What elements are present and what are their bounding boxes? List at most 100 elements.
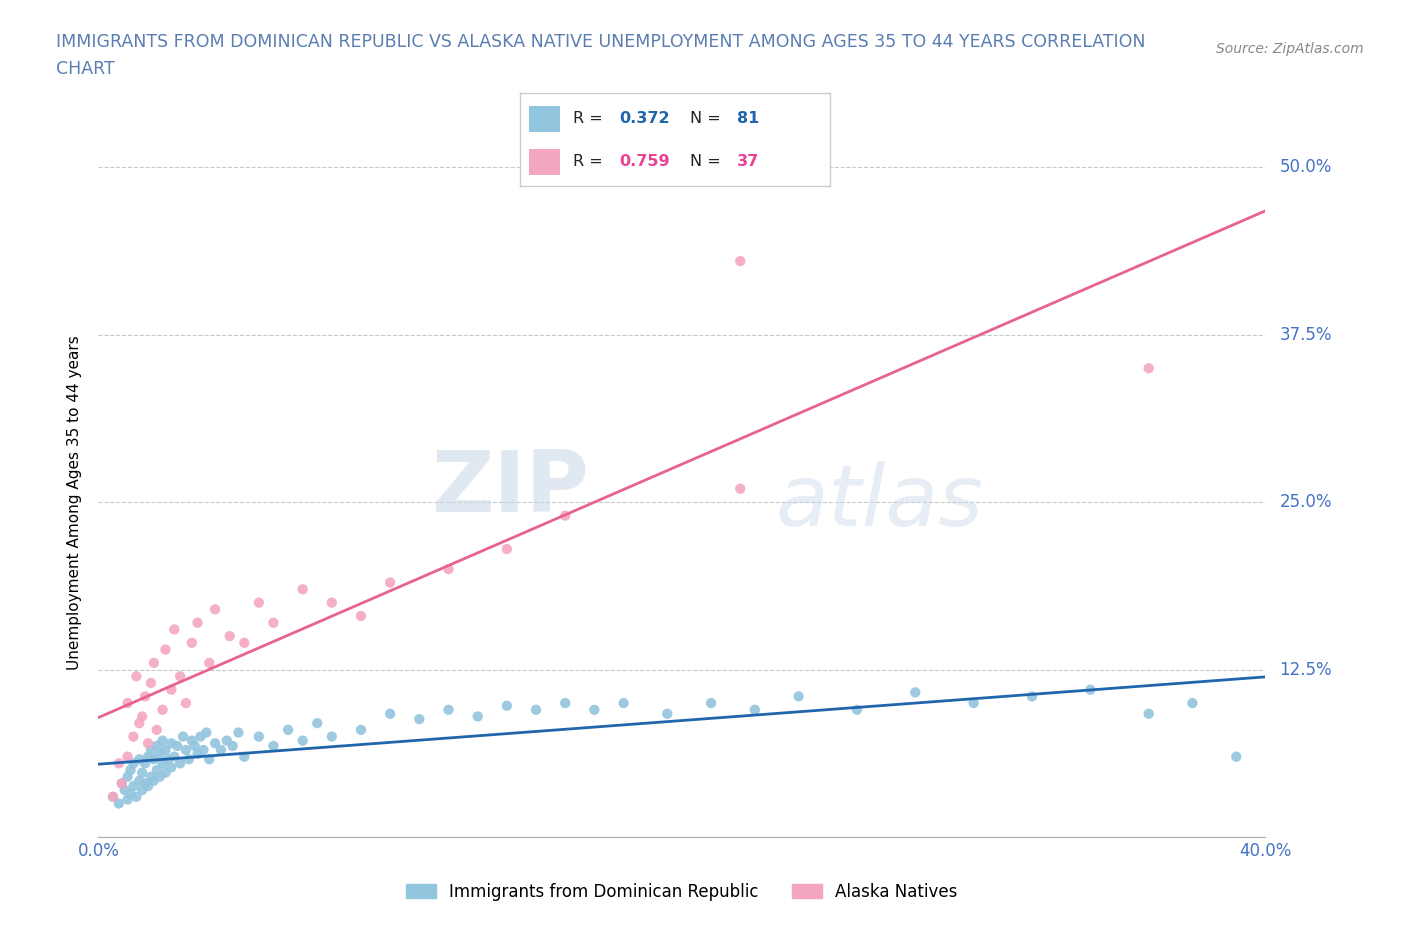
- Point: [117, 792, 139, 807]
- Point: [198, 751, 221, 766]
- Point: [787, 689, 810, 704]
- Point: [204, 602, 226, 617]
- Point: [209, 742, 232, 757]
- Text: Source: ZipAtlas.com: Source: ZipAtlas.com: [1216, 42, 1364, 56]
- Point: [149, 769, 172, 784]
- Point: [134, 776, 156, 790]
- Point: [136, 750, 159, 764]
- Text: 0.372: 0.372: [619, 111, 669, 126]
- Point: [120, 787, 142, 802]
- Point: [198, 656, 221, 671]
- Point: [128, 774, 150, 789]
- Point: [1181, 696, 1204, 711]
- Point: [193, 742, 215, 757]
- Point: [155, 642, 177, 657]
- Point: [117, 769, 139, 784]
- Point: [180, 733, 202, 748]
- Point: [744, 702, 766, 717]
- Point: [166, 738, 188, 753]
- Point: [845, 702, 868, 717]
- Point: [134, 756, 156, 771]
- Point: [160, 736, 183, 751]
- Point: [134, 689, 156, 704]
- Point: [136, 778, 159, 793]
- Point: [291, 582, 314, 597]
- Point: [111, 776, 134, 790]
- Point: [657, 707, 679, 722]
- Point: [139, 675, 162, 690]
- Point: [728, 482, 751, 497]
- Point: [437, 702, 460, 717]
- Text: 12.5%: 12.5%: [1279, 660, 1331, 679]
- Point: [378, 707, 402, 722]
- Point: [169, 669, 191, 684]
- Point: [131, 783, 153, 798]
- Point: [117, 696, 139, 711]
- Point: [233, 635, 256, 650]
- Point: [904, 684, 927, 699]
- Point: [554, 696, 576, 711]
- Point: [321, 595, 343, 610]
- Point: [152, 702, 174, 717]
- Text: ZIP: ZIP: [430, 447, 589, 530]
- Point: [190, 729, 212, 744]
- Point: [131, 709, 153, 724]
- Text: IMMIGRANTS FROM DOMINICAN REPUBLIC VS ALASKA NATIVE UNEMPLOYMENT AMONG AGES 35 T: IMMIGRANTS FROM DOMINICAN REPUBLIC VS AL…: [56, 33, 1146, 50]
- Point: [1021, 689, 1043, 704]
- Point: [437, 562, 460, 577]
- Point: [122, 778, 145, 793]
- Point: [291, 733, 314, 748]
- Text: R =: R =: [572, 111, 607, 126]
- Point: [122, 729, 145, 744]
- Point: [183, 738, 205, 753]
- Point: [728, 254, 751, 269]
- Point: [146, 723, 169, 737]
- Point: [612, 696, 634, 711]
- Point: [146, 763, 169, 777]
- Point: [139, 742, 162, 757]
- Point: [149, 747, 172, 762]
- Point: [152, 733, 174, 748]
- Point: [187, 747, 209, 762]
- Point: [408, 711, 430, 726]
- Point: [174, 696, 197, 711]
- FancyBboxPatch shape: [530, 149, 561, 175]
- Point: [125, 790, 148, 804]
- Point: [101, 790, 124, 804]
- Point: [152, 756, 174, 771]
- Point: [108, 756, 131, 771]
- Point: [204, 736, 226, 751]
- Point: [262, 738, 284, 753]
- Point: [583, 702, 606, 717]
- Text: 50.0%: 50.0%: [1279, 158, 1331, 177]
- Text: 25.0%: 25.0%: [1279, 493, 1331, 512]
- Point: [155, 742, 177, 757]
- Point: [169, 756, 191, 771]
- Point: [215, 733, 238, 748]
- Legend: Immigrants from Dominican Republic, Alaska Natives: Immigrants from Dominican Republic, Alas…: [398, 874, 966, 909]
- Point: [174, 742, 197, 757]
- Text: 0.759: 0.759: [619, 153, 669, 169]
- Point: [350, 723, 373, 737]
- Point: [218, 629, 240, 644]
- Text: atlas: atlas: [775, 460, 983, 544]
- Point: [111, 776, 134, 790]
- Text: 37.5%: 37.5%: [1279, 326, 1331, 344]
- Point: [128, 751, 150, 766]
- Point: [114, 783, 136, 798]
- Point: [146, 738, 169, 753]
- Point: [554, 508, 576, 523]
- Point: [187, 616, 209, 631]
- Point: [139, 769, 162, 784]
- Point: [307, 716, 329, 731]
- Text: N =: N =: [690, 153, 727, 169]
- Point: [1080, 683, 1102, 698]
- Point: [128, 716, 150, 731]
- Point: [233, 750, 256, 764]
- Point: [160, 683, 183, 698]
- Point: [117, 750, 139, 764]
- Point: [125, 669, 148, 684]
- Point: [378, 575, 402, 590]
- Point: [131, 765, 153, 780]
- Y-axis label: Unemployment Among Ages 35 to 44 years: Unemployment Among Ages 35 to 44 years: [67, 335, 83, 670]
